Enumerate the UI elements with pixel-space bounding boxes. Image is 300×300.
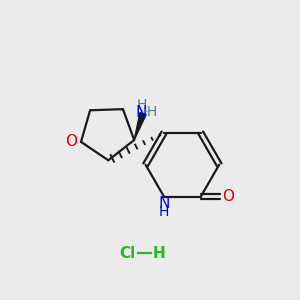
Text: O: O	[222, 189, 234, 204]
Text: O: O	[66, 134, 78, 149]
Text: N: N	[158, 196, 170, 211]
Text: H: H	[152, 246, 165, 261]
Text: N: N	[136, 105, 147, 120]
Polygon shape	[134, 112, 146, 140]
Text: Cl: Cl	[119, 246, 135, 261]
Text: -H: -H	[143, 105, 158, 119]
Text: H: H	[136, 98, 147, 112]
Text: H: H	[159, 205, 169, 219]
